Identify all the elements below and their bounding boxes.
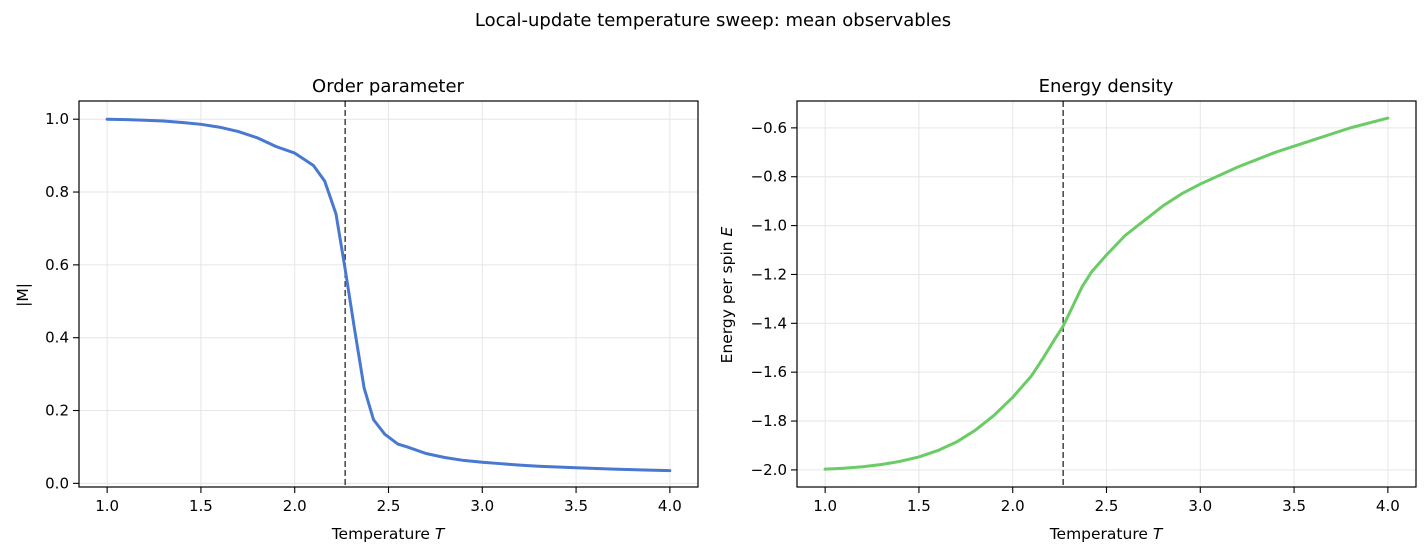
panel-order-parameter: Order parameter 1.0 1.5 2.0 2.5 3.0 3.5 4.0 0.… bbox=[14, 76, 699, 543]
grid bbox=[797, 101, 1416, 487]
y-tick-label: 0.2 bbox=[45, 402, 69, 420]
x-axis-ticks: 1.0 1.5 2.0 2.5 3.0 3.5 4.0 bbox=[95, 487, 682, 515]
x-tick-label: 4.0 bbox=[1376, 497, 1400, 515]
x-axis-label: Temperature T bbox=[1049, 525, 1164, 543]
y-tick-label: 1.0 bbox=[45, 110, 69, 128]
x-tick-label: 1.5 bbox=[189, 497, 213, 515]
y-tick-label: −1.6 bbox=[751, 363, 787, 381]
y-tick-label: 0.4 bbox=[45, 329, 69, 347]
x-tick-label: 1.0 bbox=[813, 497, 837, 515]
y-axis-ticks: 0.0 0.2 0.4 0.6 0.8 1.0 bbox=[45, 110, 79, 492]
x-axis-label-symbol: T bbox=[1153, 525, 1164, 543]
y-axis-label: |M| bbox=[14, 283, 32, 307]
x-tick-label: 3.0 bbox=[470, 497, 494, 515]
x-axis-label: Temperature T bbox=[331, 525, 446, 543]
y-axis-label-text: Energy per spin bbox=[718, 241, 736, 363]
x-tick-label: 1.5 bbox=[907, 497, 931, 515]
y-tick-label: −1.4 bbox=[751, 314, 787, 332]
x-tick-label: 3.0 bbox=[1188, 497, 1212, 515]
y-axis-label-symbol: E bbox=[718, 226, 736, 236]
x-axis-label-text: Temperature bbox=[331, 525, 430, 543]
series-line bbox=[823, 116, 1390, 471]
x-tick-label: 2.5 bbox=[1095, 497, 1119, 515]
x-tick-label: 4.0 bbox=[658, 497, 682, 515]
series-line bbox=[105, 117, 672, 473]
y-tick-label: −0.6 bbox=[751, 119, 787, 137]
x-tick-label: 2.0 bbox=[283, 497, 307, 515]
panel-title: Energy density bbox=[1039, 76, 1174, 97]
y-tick-label: 0.8 bbox=[45, 183, 69, 201]
series bbox=[823, 116, 1390, 471]
x-tick-label: 2.5 bbox=[377, 497, 401, 515]
y-tick-label: −0.8 bbox=[751, 168, 787, 186]
y-tick-label: −2.0 bbox=[751, 461, 787, 479]
x-tick-label: 1.0 bbox=[95, 497, 119, 515]
y-tick-label: −1.2 bbox=[751, 265, 787, 283]
x-tick-label: 3.5 bbox=[564, 497, 588, 515]
y-tick-label: −1.8 bbox=[751, 412, 787, 430]
y-axis-ticks: −2.0 −1.8 −1.6 −1.4 −1.2 −1.0 −0.8 −0.6 bbox=[751, 119, 797, 479]
panel-energy-density: Energy density 1.0 1.5 2.0 2.5 3.0 3.5 4.0 −2.… bbox=[718, 76, 1417, 543]
panel-title: Order parameter bbox=[312, 76, 465, 97]
grid bbox=[79, 101, 698, 487]
y-tick-label: 0.6 bbox=[45, 256, 69, 274]
series bbox=[105, 117, 672, 473]
figure-suptitle: Local-update temperature sweep: mean obs… bbox=[475, 10, 951, 31]
x-tick-label: 3.5 bbox=[1282, 497, 1306, 515]
y-tick-label: −1.0 bbox=[751, 217, 787, 235]
x-axis-label-symbol: T bbox=[435, 525, 446, 543]
x-axis-ticks: 1.0 1.5 2.0 2.5 3.0 3.5 4.0 bbox=[813, 487, 1400, 515]
x-tick-label: 2.0 bbox=[1001, 497, 1025, 515]
y-axis-label: Energy per spin E bbox=[718, 226, 736, 363]
y-tick-label: 0.0 bbox=[45, 474, 69, 492]
x-axis-label-text: Temperature bbox=[1049, 525, 1148, 543]
